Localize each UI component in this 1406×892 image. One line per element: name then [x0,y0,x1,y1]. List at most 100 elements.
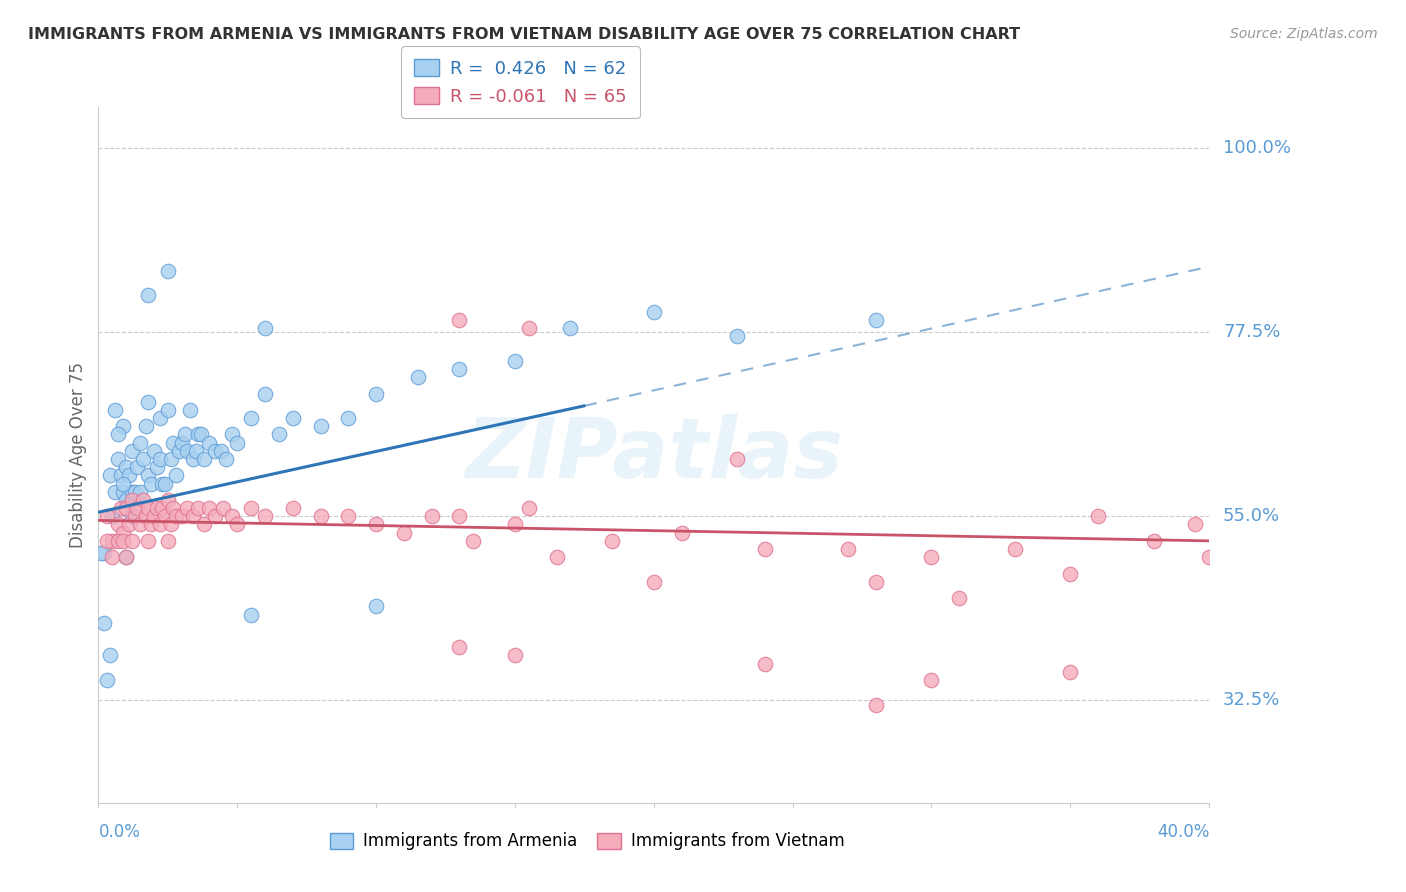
Point [181,452,204,467]
Text: 40.0%: 40.0% [1157,823,1209,841]
Point [150,501,173,516]
Text: 55.0%: 55.0% [1223,508,1281,525]
Point [138,288,160,302]
Point [156,533,179,548]
Point [112,484,135,499]
Point [837,542,859,557]
Point [96,509,118,524]
Text: 32.5%: 32.5% [1223,691,1281,709]
Point [600,533,623,548]
Point [503,648,526,663]
Point [187,427,209,442]
Point [143,443,166,458]
Point [181,509,204,524]
Point [281,411,304,425]
Point [546,550,568,565]
Point [115,550,138,565]
Point [101,550,124,565]
Point [138,468,160,483]
Point [215,452,238,467]
Point [115,550,138,565]
Point [112,533,135,548]
Point [643,304,665,318]
Point [170,435,193,450]
Point [115,501,138,516]
Point [176,443,198,458]
Point [127,501,149,516]
Point [156,264,179,278]
Point [107,533,129,548]
Point [101,509,124,524]
Point [153,476,176,491]
Point [1184,517,1206,532]
Point [193,452,215,467]
Text: 100.0%: 100.0% [1223,139,1291,157]
Point [104,484,127,499]
Point [253,509,276,524]
Point [159,452,181,467]
Point [143,509,166,524]
Text: Source: ZipAtlas.com: Source: ZipAtlas.com [1230,27,1378,41]
Point [221,509,243,524]
Point [124,484,146,499]
Point [204,509,226,524]
Point [337,509,360,524]
Point [253,321,276,335]
Point [865,313,887,327]
Point [1143,533,1166,548]
Y-axis label: Disability Age Over 75: Disability Age Over 75 [69,362,87,548]
Point [90,546,112,560]
Point [1198,550,1220,565]
Point [145,501,167,516]
Point [162,501,184,516]
Point [98,468,121,483]
Point [110,468,132,483]
Point [150,476,173,491]
Point [118,517,141,532]
Point [198,435,221,450]
Point [141,476,163,491]
Point [865,698,887,712]
Point [1087,509,1109,524]
Point [96,673,118,687]
Point [920,673,942,687]
Point [503,353,526,368]
Point [204,443,226,458]
Point [449,362,471,376]
Point [162,435,184,450]
Point [153,509,176,524]
Point [226,435,249,450]
Point [121,492,143,507]
Text: 77.5%: 77.5% [1223,323,1281,341]
Point [135,509,157,524]
Point [503,517,526,532]
Point [101,533,124,548]
Text: IMMIGRANTS FROM ARMENIA VS IMMIGRANTS FROM VIETNAM DISABILITY AGE OVER 75 CORREL: IMMIGRANTS FROM ARMENIA VS IMMIGRANTS FR… [28,27,1021,42]
Point [725,329,748,343]
Point [420,509,443,524]
Point [138,533,160,548]
Point [392,525,415,540]
Point [725,452,748,467]
Point [449,313,471,327]
Point [449,509,471,524]
Point [112,476,135,491]
Point [309,509,332,524]
Point [107,517,129,532]
Point [145,460,167,475]
Point [148,411,170,425]
Point [165,468,187,483]
Point [129,484,152,499]
Point [366,517,388,532]
Point [449,640,471,655]
Point [156,492,179,507]
Point [1004,542,1026,557]
Text: ZIPatlas: ZIPatlas [465,415,842,495]
Point [121,533,143,548]
Point [240,411,263,425]
Point [671,525,693,540]
Point [159,517,181,532]
Point [138,394,160,409]
Point [754,657,776,671]
Text: 0.0%: 0.0% [98,823,141,841]
